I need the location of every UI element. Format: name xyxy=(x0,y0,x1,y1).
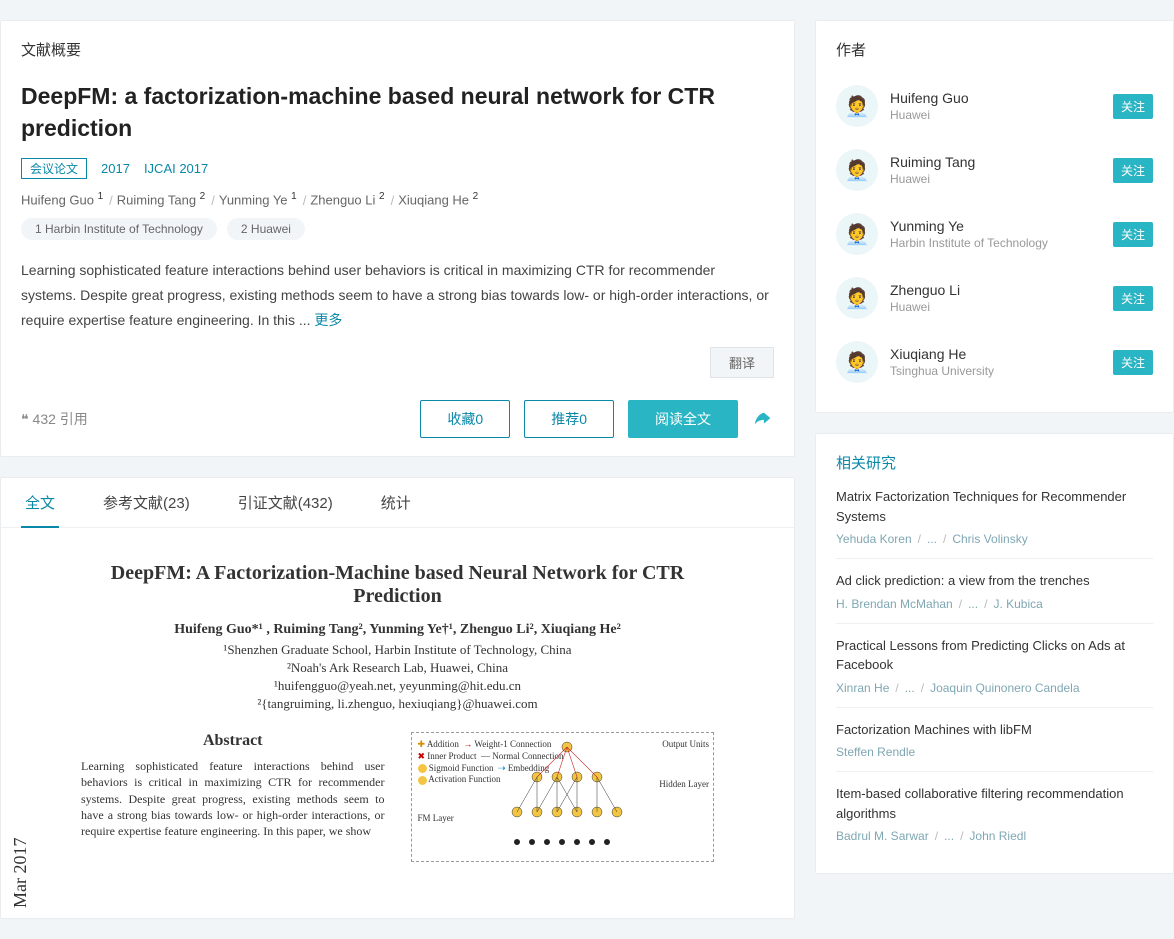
follow-button[interactable]: 关注 xyxy=(1113,158,1153,183)
author-org: Huawei xyxy=(890,300,960,314)
author-name[interactable]: Huifeng Guo xyxy=(890,90,969,106)
pdf-aff1: ¹Shenzhen Graduate School, Harbin Instit… xyxy=(81,642,714,658)
paper-meta-row: 会议论文 2017 IJCAI 2017 xyxy=(21,158,774,179)
affiliation-pill[interactable]: 1 Harbin Institute of Technology xyxy=(21,218,217,240)
author-name[interactable]: Ruiming Tang xyxy=(890,154,975,170)
paper-type-tag: 会议论文 xyxy=(21,158,87,179)
paper-overview-card: 文献概要 DeepFM: a factorization-machine bas… xyxy=(0,20,795,457)
follow-button[interactable]: 关注 xyxy=(1113,94,1153,119)
tab-bar: 全文 参考文献(23) 引证文献(432) 统计 xyxy=(1,478,794,528)
related-title[interactable]: Practical Lessons from Predicting Clicks… xyxy=(836,636,1153,675)
related-author[interactable]: Xinran He xyxy=(836,681,889,695)
pdf-email1: ¹huifengguo@yeah.net, yeyunming@hit.edu.… xyxy=(81,678,714,694)
avatar[interactable]: 🧑‍💼 xyxy=(836,213,878,255)
pdf-aff2: ²Noah's Ark Research Lab, Huawei, China xyxy=(81,660,714,676)
follow-button[interactable]: 关注 xyxy=(1113,350,1153,375)
recommend-button[interactable]: 推荐0 xyxy=(524,400,614,438)
author-name[interactable]: Zhenguo Li xyxy=(890,282,960,298)
author-item: 🧑‍💼 Zhenguo Li Huawei 关注 xyxy=(836,266,1153,330)
pdf-title: DeepFM: A Factorization-Machine based Ne… xyxy=(81,562,714,608)
related-item: Ad click prediction: a view from the tre… xyxy=(836,558,1153,623)
related-item: Factorization Machines with libFM Steffen… xyxy=(836,707,1153,772)
authors-heading: 作者 xyxy=(836,39,1153,60)
abstract-more-link[interactable]: 更多 xyxy=(314,312,342,328)
related-item: Item-based collaborative filtering recom… xyxy=(836,771,1153,855)
pdf-figure: ✚ Addition → Weight-1 Connection ✖ Inner… xyxy=(411,732,715,862)
pdf-email2: ²{tangruiming, li.zhenguo, hexiuqiang}@h… xyxy=(81,696,714,712)
related-author[interactable]: H. Brendan McMahan xyxy=(836,597,953,611)
related-author[interactable]: Joaquin Quinonero Candela xyxy=(930,681,1079,695)
related-item: Practical Lessons from Predicting Clicks… xyxy=(836,623,1153,707)
overview-heading: 文献概要 xyxy=(21,39,774,60)
pdf-side-date: Mar 2017 xyxy=(10,838,31,909)
author-org: Huawei xyxy=(890,172,975,186)
follow-button[interactable]: 关注 xyxy=(1113,222,1153,247)
related-title[interactable]: Ad click prediction: a view from the tre… xyxy=(836,571,1153,591)
paper-year-link[interactable]: 2017 xyxy=(101,161,130,176)
paper-venue-link[interactable]: IJCAI 2017 xyxy=(144,161,208,176)
related-author[interactable]: Steffen Rendle xyxy=(836,745,915,759)
author-link[interactable]: Xiuqiang He 2 xyxy=(398,191,478,207)
tab-citing[interactable]: 引证文献(432) xyxy=(234,478,337,527)
pdf-authors: Huifeng Guo*¹ , Ruiming Tang², Yunming Y… xyxy=(81,622,714,638)
avatar[interactable]: 🧑‍💼 xyxy=(836,341,878,383)
related-heading: 相关研究 xyxy=(836,452,1153,473)
tab-fulltext[interactable]: 全文 xyxy=(21,478,59,527)
author-link[interactable]: Ruiming Tang 2 xyxy=(117,191,205,207)
related-item: Matrix Factorization Techniques for Reco… xyxy=(836,487,1153,558)
abstract-text: Learning sophisticated feature interacti… xyxy=(21,258,774,334)
related-sidebar-card: 相关研究 Matrix Factorization Techniques for… xyxy=(815,433,1174,874)
follow-button[interactable]: 关注 xyxy=(1113,286,1153,311)
tab-stats[interactable]: 统计 xyxy=(377,478,415,527)
affiliations-row: 1 Harbin Institute of Technology 2 Huawei xyxy=(21,218,774,240)
author-name[interactable]: Yunming Ye xyxy=(890,218,1048,234)
avatar[interactable]: 🧑‍💼 xyxy=(836,85,878,127)
author-item: 🧑‍💼 Huifeng Guo Huawei 关注 xyxy=(836,74,1153,138)
pdf-abstract-heading: Abstract xyxy=(81,732,385,750)
related-author[interactable]: J. Kubica xyxy=(993,597,1042,611)
share-icon[interactable] xyxy=(752,408,774,430)
author-link[interactable]: Zhenguo Li 2 xyxy=(310,191,384,207)
author-item: 🧑‍💼 Yunming Ye Harbin Institute of Technol… xyxy=(836,202,1153,266)
author-org: Harbin Institute of Technology xyxy=(890,236,1048,250)
citation-count: ❝432 引用 xyxy=(21,409,88,429)
pdf-preview: Mar 2017 DeepFM: A Factorization-Machine… xyxy=(1,528,794,918)
related-author[interactable]: Chris Volinsky xyxy=(952,532,1027,546)
avatar[interactable]: 🧑‍💼 xyxy=(836,149,878,191)
related-author[interactable]: John Riedl xyxy=(969,829,1026,843)
related-title[interactable]: Factorization Machines with libFM xyxy=(836,720,1153,740)
author-org: Huawei xyxy=(890,108,969,122)
paper-title: DeepFM: a factorization-machine based ne… xyxy=(21,80,774,144)
tab-references[interactable]: 参考文献(23) xyxy=(99,478,194,527)
avatar[interactable]: 🧑‍💼 xyxy=(836,277,878,319)
author-item: 🧑‍💼 Ruiming Tang Huawei 关注 xyxy=(836,138,1153,202)
fulltext-card: 全文 参考文献(23) 引证文献(432) 统计 Mar 2017 DeepFM… xyxy=(0,477,795,919)
author-item: 🧑‍💼 Xiuqiang He Tsinghua University 关注 xyxy=(836,330,1153,394)
translate-button[interactable]: 翻译 xyxy=(710,347,774,378)
author-link[interactable]: Huifeng Guo 1 xyxy=(21,191,103,207)
collect-button[interactable]: 收藏0 xyxy=(420,400,510,438)
related-author[interactable]: Yehuda Koren xyxy=(836,532,912,546)
affiliation-pill[interactable]: 2 Huawei xyxy=(227,218,305,240)
related-author[interactable]: Badrul M. Sarwar xyxy=(836,829,929,843)
author-link[interactable]: Yunming Ye 1 xyxy=(219,191,297,207)
read-fulltext-button[interactable]: 阅读全文 xyxy=(628,400,738,438)
related-title[interactable]: Matrix Factorization Techniques for Reco… xyxy=(836,487,1153,526)
pdf-abstract-text: Learning sophisticated feature interacti… xyxy=(81,758,385,839)
authors-row: Huifeng Guo 1/Ruiming Tang 2/Yunming Ye … xyxy=(21,191,774,207)
author-org: Tsinghua University xyxy=(890,364,994,378)
quote-icon: ❝ xyxy=(21,413,29,428)
authors-sidebar-card: 作者 🧑‍💼 Huifeng Guo Huawei 关注 🧑‍💼 Ruiming Tang… xyxy=(815,20,1174,413)
author-name[interactable]: Xiuqiang He xyxy=(890,346,994,362)
related-title[interactable]: Item-based collaborative filtering recom… xyxy=(836,784,1153,823)
